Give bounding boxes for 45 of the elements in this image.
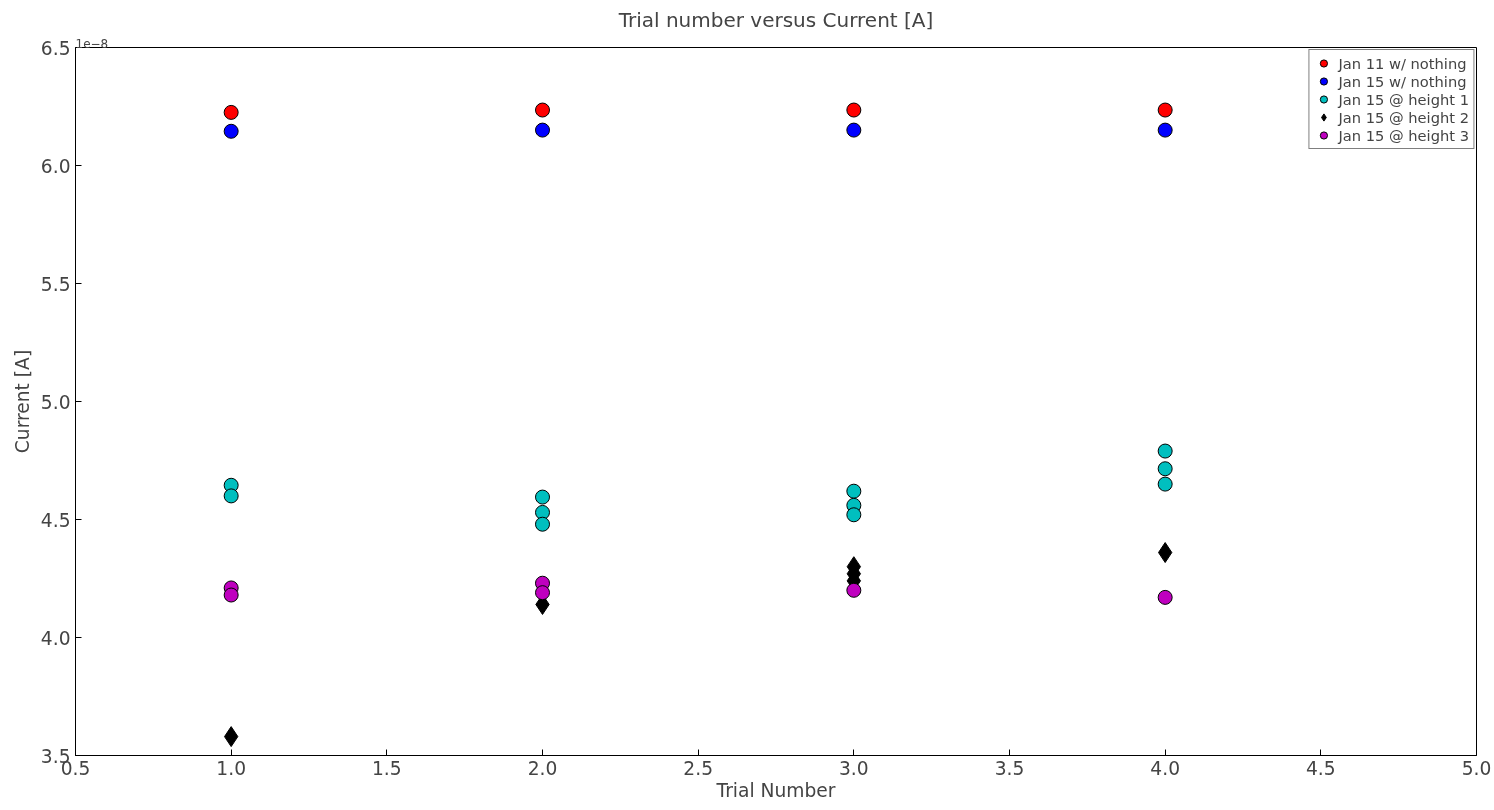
point: [535, 122, 550, 138]
y-tick-label: 5.0: [40, 391, 71, 413]
point: [1157, 476, 1173, 492]
annotation: 1e−8: [75, 36, 109, 51]
point: [1157, 443, 1173, 459]
x-tick-label: 1.0: [216, 757, 246, 779]
point: [535, 489, 550, 505]
legend-label: Jan 11 w/ nothing: [1338, 54, 1467, 72]
legend-label: Jan 15 @ height 2: [1338, 108, 1469, 126]
point: [846, 122, 862, 138]
x-tick-label: 2.5: [683, 757, 713, 779]
x-tick-label: 3.0: [839, 757, 869, 779]
y-tick-label: 6.5: [40, 37, 71, 59]
x-tick-label: 4.0: [1150, 757, 1180, 779]
point: [223, 104, 239, 120]
point: [1157, 589, 1173, 605]
y-tick-label: 4.0: [40, 627, 71, 649]
point: [846, 483, 862, 499]
point: [846, 582, 862, 598]
x-tick-label: 2.0: [527, 757, 558, 779]
point: [535, 504, 550, 520]
x-tick-label: 1.5: [372, 757, 402, 779]
y-tick-label: 6.0: [40, 155, 71, 177]
chart-title: Trial number versus Current [A]: [617, 7, 934, 32]
x-axis-title: Trial Number: [715, 779, 836, 801]
point: [535, 102, 550, 118]
y-tick-label: 5.5: [40, 273, 71, 295]
x-tick-label: 5.0: [1461, 757, 1492, 779]
x-tick-label: 3.5: [994, 757, 1025, 779]
legend-label: Jan 15 w/ nothing: [1338, 72, 1467, 90]
point: [846, 507, 862, 523]
legend-label: Jan 15 @ height 3: [1338, 126, 1469, 144]
point: [1157, 122, 1173, 138]
point: [223, 488, 239, 504]
point: [535, 516, 550, 532]
point: [846, 102, 862, 118]
point: [1157, 461, 1173, 477]
point: [1157, 102, 1173, 118]
legend-label: Jan 15 @ height 1: [1338, 90, 1469, 108]
y-axis-title: Current [A]: [11, 349, 33, 454]
x-tick-label: 4.5: [1306, 757, 1336, 779]
y-tick-label: 4.5: [40, 509, 71, 531]
point: [223, 587, 239, 603]
point: [535, 585, 550, 601]
point: [223, 123, 239, 139]
